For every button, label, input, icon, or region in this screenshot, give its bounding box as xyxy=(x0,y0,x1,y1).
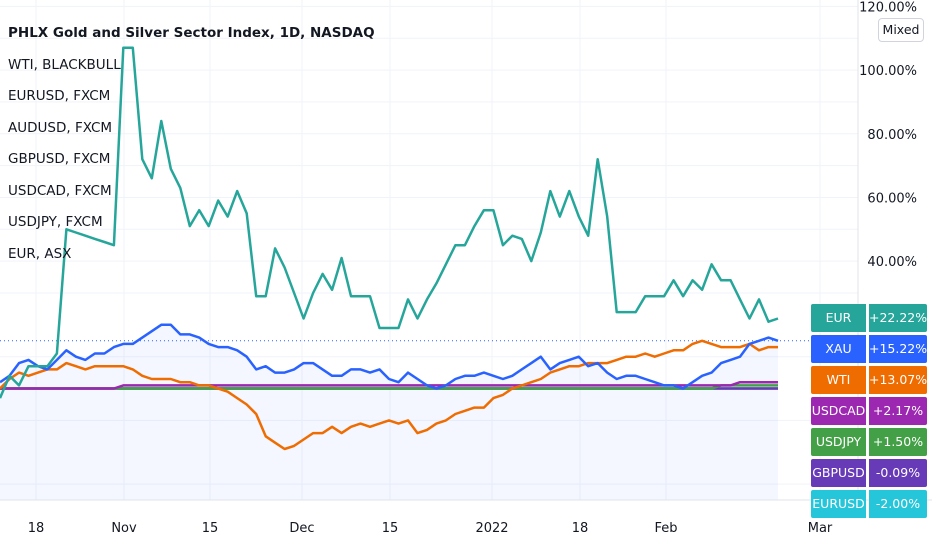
price-badge-xau: XAU +15.22% xyxy=(811,335,927,363)
badge-symbol: EUR xyxy=(811,304,866,332)
badge-value: +22.22% xyxy=(869,304,927,332)
y-tick-label: 120.00% xyxy=(859,0,917,15)
badge-symbol: USDJPY xyxy=(811,428,866,456)
legend-item[interactable]: EURUSD, FXCM xyxy=(8,88,111,104)
legend-item[interactable]: AUDUSD, FXCM xyxy=(8,119,113,136)
x-tick-label: 15 xyxy=(202,521,219,536)
price-badge-usdjpy: USDJPY +1.50% xyxy=(811,428,927,456)
badge-value: -2.00% xyxy=(869,490,927,518)
y-axis: 40.00% 60.00% 80.00% 100.00% 120.00% xyxy=(857,0,917,500)
series-layer xyxy=(0,46,858,500)
legend-item[interactable]: EUR, ASX xyxy=(8,245,72,262)
x-tick-label: 2022 xyxy=(475,521,508,536)
legend-item[interactable]: GBPUSD, FXCM xyxy=(8,151,111,167)
legend-item[interactable]: USDJPY, FXCM xyxy=(8,214,103,230)
x-tick-label: Dec xyxy=(289,521,314,536)
x-tick-label: 15 xyxy=(382,521,399,536)
series-line-usdcad[interactable] xyxy=(0,380,778,390)
y-tick-label: 40.00% xyxy=(867,255,917,270)
legend: PHLX Gold and Silver Sector Index, 1D, N… xyxy=(8,18,375,270)
badge-symbol: WTI xyxy=(811,366,866,394)
badge-value: +2.17% xyxy=(869,397,927,425)
y-tick-label: 80.00% xyxy=(867,128,917,143)
badge-symbol: USDCAD xyxy=(811,397,866,425)
x-tick-label: Mar xyxy=(808,521,833,536)
xau-area-fill xyxy=(0,324,778,500)
legend-item[interactable]: WTI, BLACKBULL xyxy=(8,56,121,73)
scale-mode-button[interactable]: Mixed xyxy=(878,18,924,42)
series-line-wti[interactable] xyxy=(0,339,778,451)
x-tick-label: Feb xyxy=(654,521,677,536)
price-badge-usdcad: USDCAD +2.17% xyxy=(811,397,927,425)
series-line-xau[interactable] xyxy=(0,323,779,390)
price-badge-gbpusd: GBPUSD -0.09% xyxy=(811,459,927,487)
badge-symbol: GBPUSD xyxy=(811,459,866,487)
legend-item[interactable]: USDCAD, FXCM xyxy=(8,182,112,199)
x-axis: 18 Nov 15 Dec 15 2022 18 Feb Mar xyxy=(0,499,932,536)
price-badge-wti: WTI +13.07% xyxy=(811,366,927,394)
x-tick-label: 18 xyxy=(28,521,45,536)
x-tick-label: Nov xyxy=(111,521,137,536)
series-line-usdjpy[interactable] xyxy=(0,384,778,390)
series-line-eur[interactable] xyxy=(0,46,779,399)
badge-value: +13.07% xyxy=(869,366,927,394)
y-tick-label: 60.00% xyxy=(867,191,917,206)
price-badge-eurusd: EURUSD -2.00% xyxy=(811,490,927,518)
badge-symbol: EURUSD xyxy=(811,490,866,518)
chart-title: PHLX Gold and Silver Sector Index, 1D, N… xyxy=(8,25,375,41)
badge-value: +15.22% xyxy=(869,335,927,363)
grid-lines xyxy=(0,0,858,500)
badge-value: +1.50% xyxy=(869,428,927,456)
badge-symbol: XAU xyxy=(811,335,866,363)
x-tick-label: 18 xyxy=(572,521,589,536)
y-tick-label: 100.00% xyxy=(859,64,917,79)
price-badge-eur: EUR +22.22% xyxy=(811,304,927,332)
badge-value: -0.09% xyxy=(869,459,927,487)
